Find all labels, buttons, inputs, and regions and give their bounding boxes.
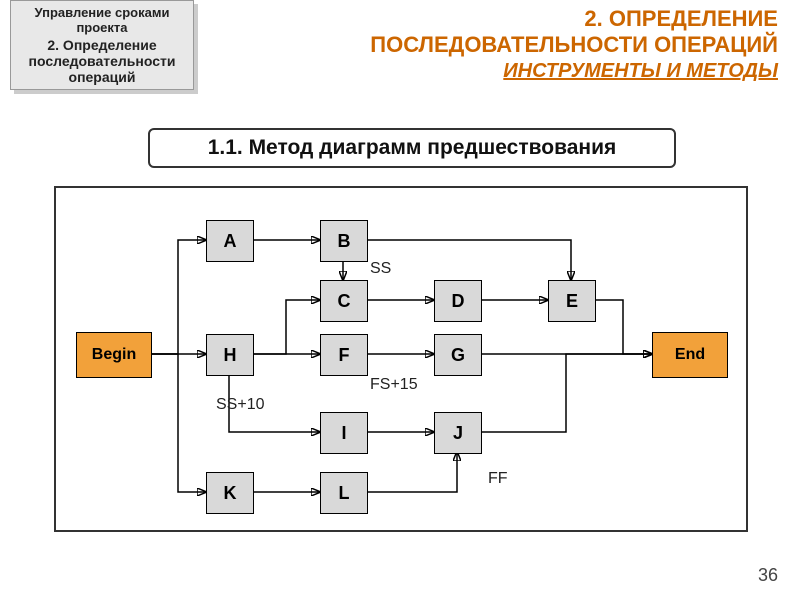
node-a: A xyxy=(206,220,254,262)
edge-b-e xyxy=(366,240,571,280)
node-i: I xyxy=(320,412,368,454)
header-line3: операций xyxy=(17,69,187,85)
node-e: E xyxy=(548,280,596,322)
node-k: K xyxy=(206,472,254,514)
node-d: D xyxy=(434,280,482,322)
edge-begin-k xyxy=(150,354,206,492)
node-g: G xyxy=(434,334,482,376)
node-f: F xyxy=(320,334,368,376)
node-end: End xyxy=(652,332,728,378)
edge-label-ff: FF xyxy=(488,470,508,488)
node-l: L xyxy=(320,472,368,514)
edge-begin-a xyxy=(150,240,206,354)
page-number: 36 xyxy=(758,565,778,586)
edge-j-end xyxy=(480,354,652,432)
header-line1: Управление сроками проекта xyxy=(17,5,187,35)
edge-label-ss: SS xyxy=(370,260,391,278)
edge-label-ssplus10: SS+10 xyxy=(216,396,264,414)
header-line2: 2. Определение последовательности xyxy=(17,37,187,69)
title-line2: ИНСТРУМЕНТЫ И МЕТОДЫ xyxy=(370,60,778,83)
header-box: Управление сроками проекта 2. Определени… xyxy=(10,0,194,90)
title-line1: 2. ОПРЕДЕЛЕНИЕ ПОСЛЕДОВАТЕЛЬНОСТИ ОПЕРАЦ… xyxy=(370,6,778,58)
section-title: 1.1. Метод диаграмм предшествования xyxy=(148,128,676,168)
node-c: C xyxy=(320,280,368,322)
diagram-edges xyxy=(56,188,746,530)
title-block: 2. ОПРЕДЕЛЕНИЕ ПОСЛЕДОВАТЕЛЬНОСТИ ОПЕРАЦ… xyxy=(370,6,778,83)
edge-l-j xyxy=(366,452,457,492)
node-b: B xyxy=(320,220,368,262)
node-h: H xyxy=(206,334,254,376)
edge-h-c xyxy=(252,300,320,354)
node-begin: Begin xyxy=(76,332,152,378)
node-j: J xyxy=(434,412,482,454)
precedence-diagram: Begin End A BC D E H F G I J K L SS SS+10 FS+15 FF xyxy=(54,186,748,532)
edge-e-end xyxy=(594,300,652,354)
edge-label-fsplus15: FS+15 xyxy=(370,376,418,394)
